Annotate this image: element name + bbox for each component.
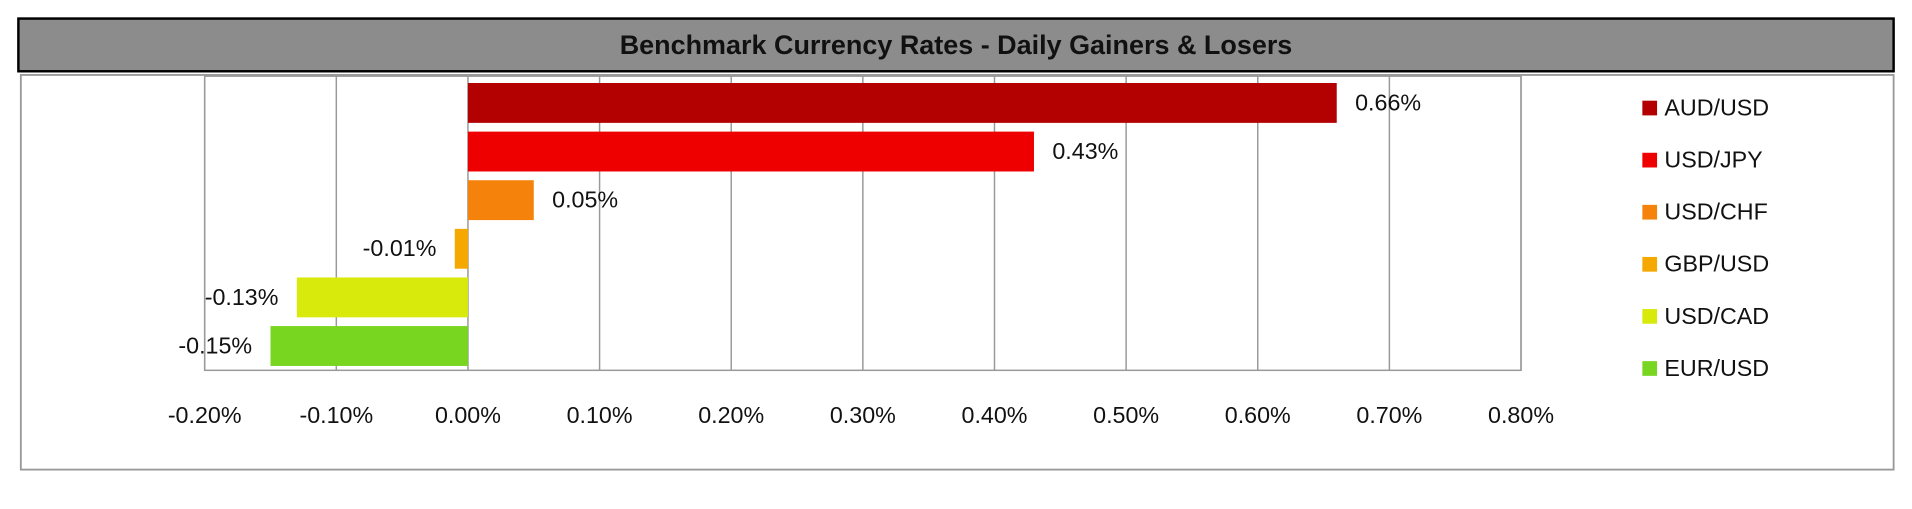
bar [270,326,468,366]
legend-swatch [1642,152,1658,168]
value-label: -0.01% [363,235,437,261]
bar [467,180,534,221]
legend-swatch [1642,100,1658,116]
legend-label: USD/JPY [1664,147,1762,173]
bar [296,277,468,318]
value-label: -0.15% [178,332,252,358]
x-tick-label: 0.30% [830,402,896,428]
x-tick-label: 0.20% [698,402,764,428]
legend-label: EUR/USD [1664,355,1769,381]
x-tick-label: -0.10% [299,402,373,428]
legend-swatch [1642,204,1658,220]
legend-label: USD/CAD [1664,303,1769,329]
bar [467,131,1034,172]
x-tick-label: 0.60% [1225,402,1291,428]
bar [467,82,1337,123]
x-tick-label: 0.40% [962,402,1028,428]
legend-label: AUD/USD [1664,94,1769,120]
x-tick-label: 0.00% [435,402,501,428]
value-label: 0.66% [1355,89,1421,115]
x-tick-label: 0.80% [1488,402,1554,428]
legend-label: USD/CHF [1664,199,1767,225]
value-label: 0.05% [552,187,618,213]
legend-label: GBP/USD [1664,251,1769,277]
bar [454,228,468,269]
x-tick-label: -0.20% [168,402,242,428]
x-tick-label: 0.10% [567,402,633,428]
legend-swatch [1642,256,1658,272]
value-label: -0.13% [205,284,279,310]
chart-title: Benchmark Currency Rates - Daily Gainers… [620,30,1293,60]
x-tick-label: 0.70% [1356,402,1422,428]
value-label: 0.43% [1052,138,1118,164]
title-bar [17,17,1895,73]
legend-swatch [1642,361,1658,376]
x-tick-label: 0.50% [1093,402,1159,428]
legend-swatch [1642,309,1658,324]
